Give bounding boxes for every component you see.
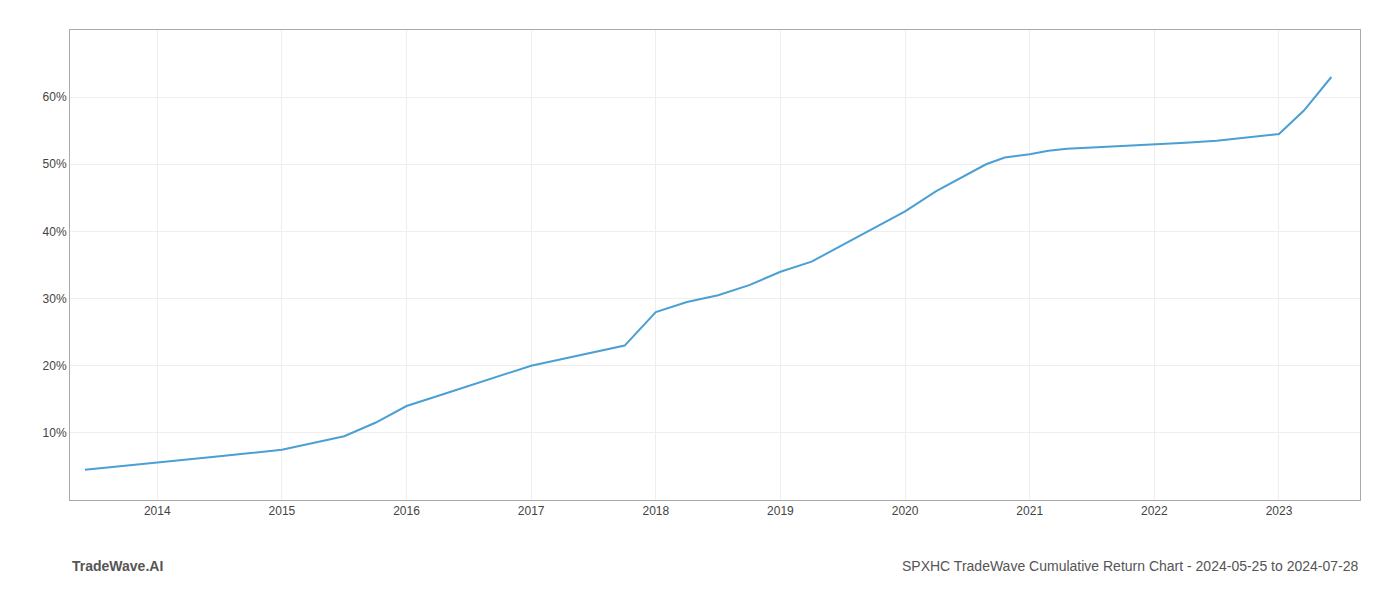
svg-text:2022: 2022 <box>1141 504 1168 518</box>
svg-text:2016: 2016 <box>393 504 420 518</box>
svg-text:20%: 20% <box>43 359 67 373</box>
svg-text:50%: 50% <box>43 157 67 171</box>
svg-text:2018: 2018 <box>642 504 669 518</box>
svg-text:60%: 60% <box>43 90 67 104</box>
svg-text:40%: 40% <box>43 225 67 239</box>
svg-text:2023: 2023 <box>1266 504 1293 518</box>
svg-text:30%: 30% <box>43 292 67 306</box>
svg-text:SPXHC TradeWave Cumulative Ret: SPXHC TradeWave Cumulative Return Chart … <box>902 558 1358 574</box>
svg-text:2015: 2015 <box>269 504 296 518</box>
svg-text:2021: 2021 <box>1016 504 1043 518</box>
svg-text:2014: 2014 <box>144 504 171 518</box>
svg-text:TradeWave.AI: TradeWave.AI <box>72 558 163 574</box>
svg-text:2017: 2017 <box>518 504 545 518</box>
svg-text:2019: 2019 <box>767 504 794 518</box>
svg-text:2020: 2020 <box>892 504 919 518</box>
svg-text:10%: 10% <box>43 426 67 440</box>
